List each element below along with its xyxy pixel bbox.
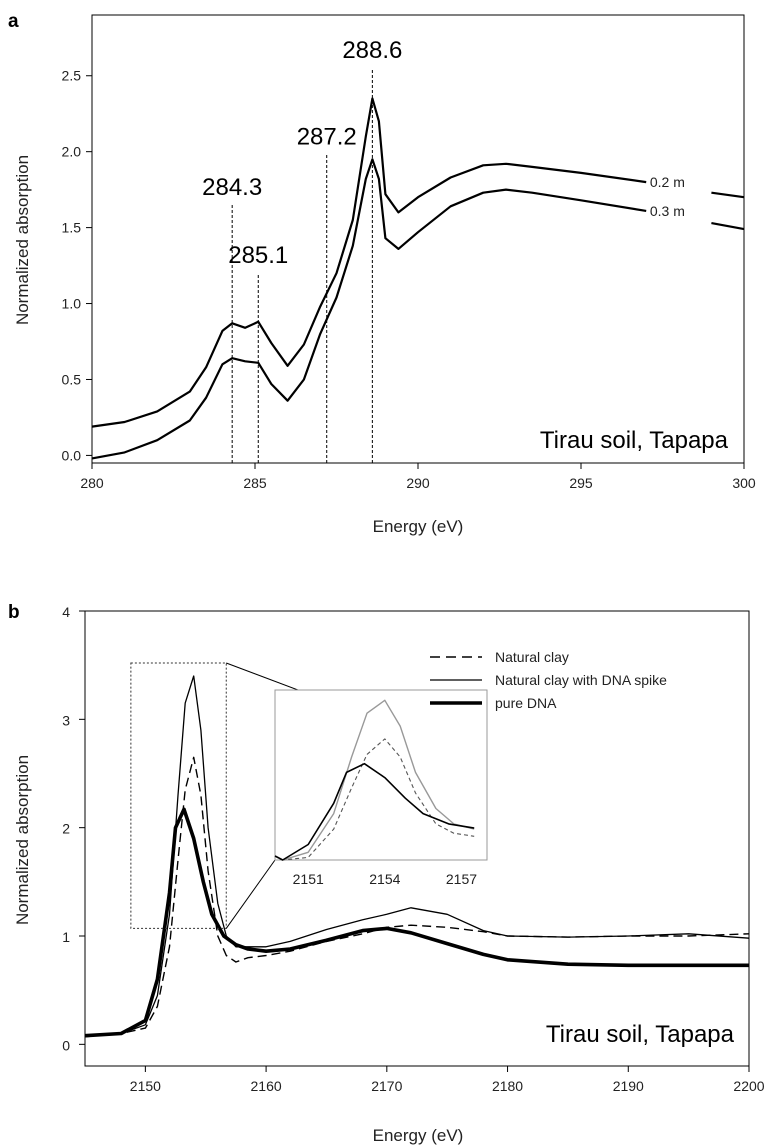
panel-b-xtick-label: 2200: [733, 1078, 764, 1094]
panel-b-ticks: 2150 2160 2170 2180 2190 2200 0 1 2 3 4: [62, 604, 765, 1094]
panel-b-ytick-label: 3: [62, 712, 70, 728]
panel-a-annotation: Tirau soil, Tapapa: [540, 427, 729, 454]
inset-series-line: [274, 738, 475, 861]
panel-a-series: 0.2 m 0.3 m: [91, 97, 745, 460]
panel-a-ytick-label: 1.5: [62, 220, 82, 236]
legend-label: Natural clay with DNA spike: [495, 672, 667, 688]
zoom-connector-bottom: [225, 859, 276, 929]
panel-b-ytick-label: 2: [62, 821, 70, 837]
series-line-tail: [711, 191, 745, 199]
panel-a-xtick-label: 300: [732, 475, 756, 491]
panel-b-series: [84, 675, 750, 1038]
panel-a-ytick-label: 0.0: [62, 447, 82, 463]
series-line-0-2-m: [91, 97, 647, 428]
panel-a-xtick-label: 280: [80, 475, 104, 491]
legend-label: pure DNA: [495, 695, 557, 711]
peak-label: 287.2: [297, 124, 357, 151]
series-line-pure-dna: [84, 807, 749, 1038]
panel-b-xtick-label: 2160: [251, 1078, 282, 1094]
panel-a-ytick-label: 1.0: [62, 296, 82, 312]
legend-label: Natural clay: [495, 649, 569, 665]
inset-xtick-label: 2151: [293, 871, 324, 887]
inset-plot: 2151 2154 2157: [274, 689, 488, 887]
panel-a-letter: a: [8, 11, 19, 32]
panel-a-xlabel: Energy (eV): [373, 517, 464, 536]
panel-b-xlabel: Energy (eV): [373, 1126, 464, 1145]
panel-b-ytick-label: 0: [62, 1037, 70, 1053]
panel-a: a 280 285 290 295 300 0.0 0.5 1.0 1.5 2.0 2.5 284.…: [8, 11, 756, 536]
panel-b: b 2150 2160 2170 2180 2190 2200 0 1 2 3 4 2151 2154…: [8, 602, 765, 1145]
peak-label: 284.3: [202, 174, 262, 201]
panel-b-xtick-label: 2190: [613, 1078, 644, 1094]
panel-a-xtick-label: 295: [569, 475, 593, 491]
series-line-tail: [711, 222, 745, 231]
panel-b-xtick-label: 2150: [130, 1078, 161, 1094]
series-line-0-3-m: [91, 158, 647, 460]
panel-b-frame: [84, 610, 750, 1067]
inset-xtick-label: 2154: [369, 871, 400, 887]
panel-b-ytick-label: 4: [62, 604, 70, 620]
peak-label: 285.1: [228, 242, 288, 269]
inset-series-line: [274, 699, 475, 861]
panel-a-xtick-label: 290: [406, 475, 430, 491]
peak-label: 288.6: [342, 37, 402, 64]
inset-xtick-label: 2157: [446, 871, 477, 887]
panel-a-ylabel: Normalized absorption: [13, 155, 32, 325]
series-label: 0.2 m: [650, 174, 685, 190]
panel-a-xtick-label: 285: [243, 475, 267, 491]
series-label: 0.3 m: [650, 203, 685, 219]
legend: Natural clay Natural clay with DNA spike p…: [430, 649, 667, 711]
panel-a-ticks: 280 285 290 295 300 0.0 0.5 1.0 1.5 2.0 2.5: [62, 68, 756, 491]
panel-a-peaks: 284.3 285.1 287.2 288.6: [202, 37, 402, 463]
panel-a-ytick-label: 2.5: [62, 68, 82, 84]
zoom-region-box: [130, 662, 227, 929]
panel-b-xtick-label: 2180: [492, 1078, 523, 1094]
panel-b-xtick-label: 2170: [371, 1078, 402, 1094]
panel-b-letter: b: [8, 602, 20, 623]
panel-b-annotation: Tirau soil, Tapapa: [546, 1021, 735, 1048]
panel-a-ytick-label: 2.0: [62, 144, 82, 160]
panel-a-frame: [91, 14, 745, 464]
panel-b-ytick-label: 1: [62, 929, 70, 945]
inset-series-line: [274, 762, 475, 861]
panel-a-ytick-label: 0.5: [62, 371, 82, 387]
panel-b-ylabel: Normalized absorption: [13, 755, 32, 925]
